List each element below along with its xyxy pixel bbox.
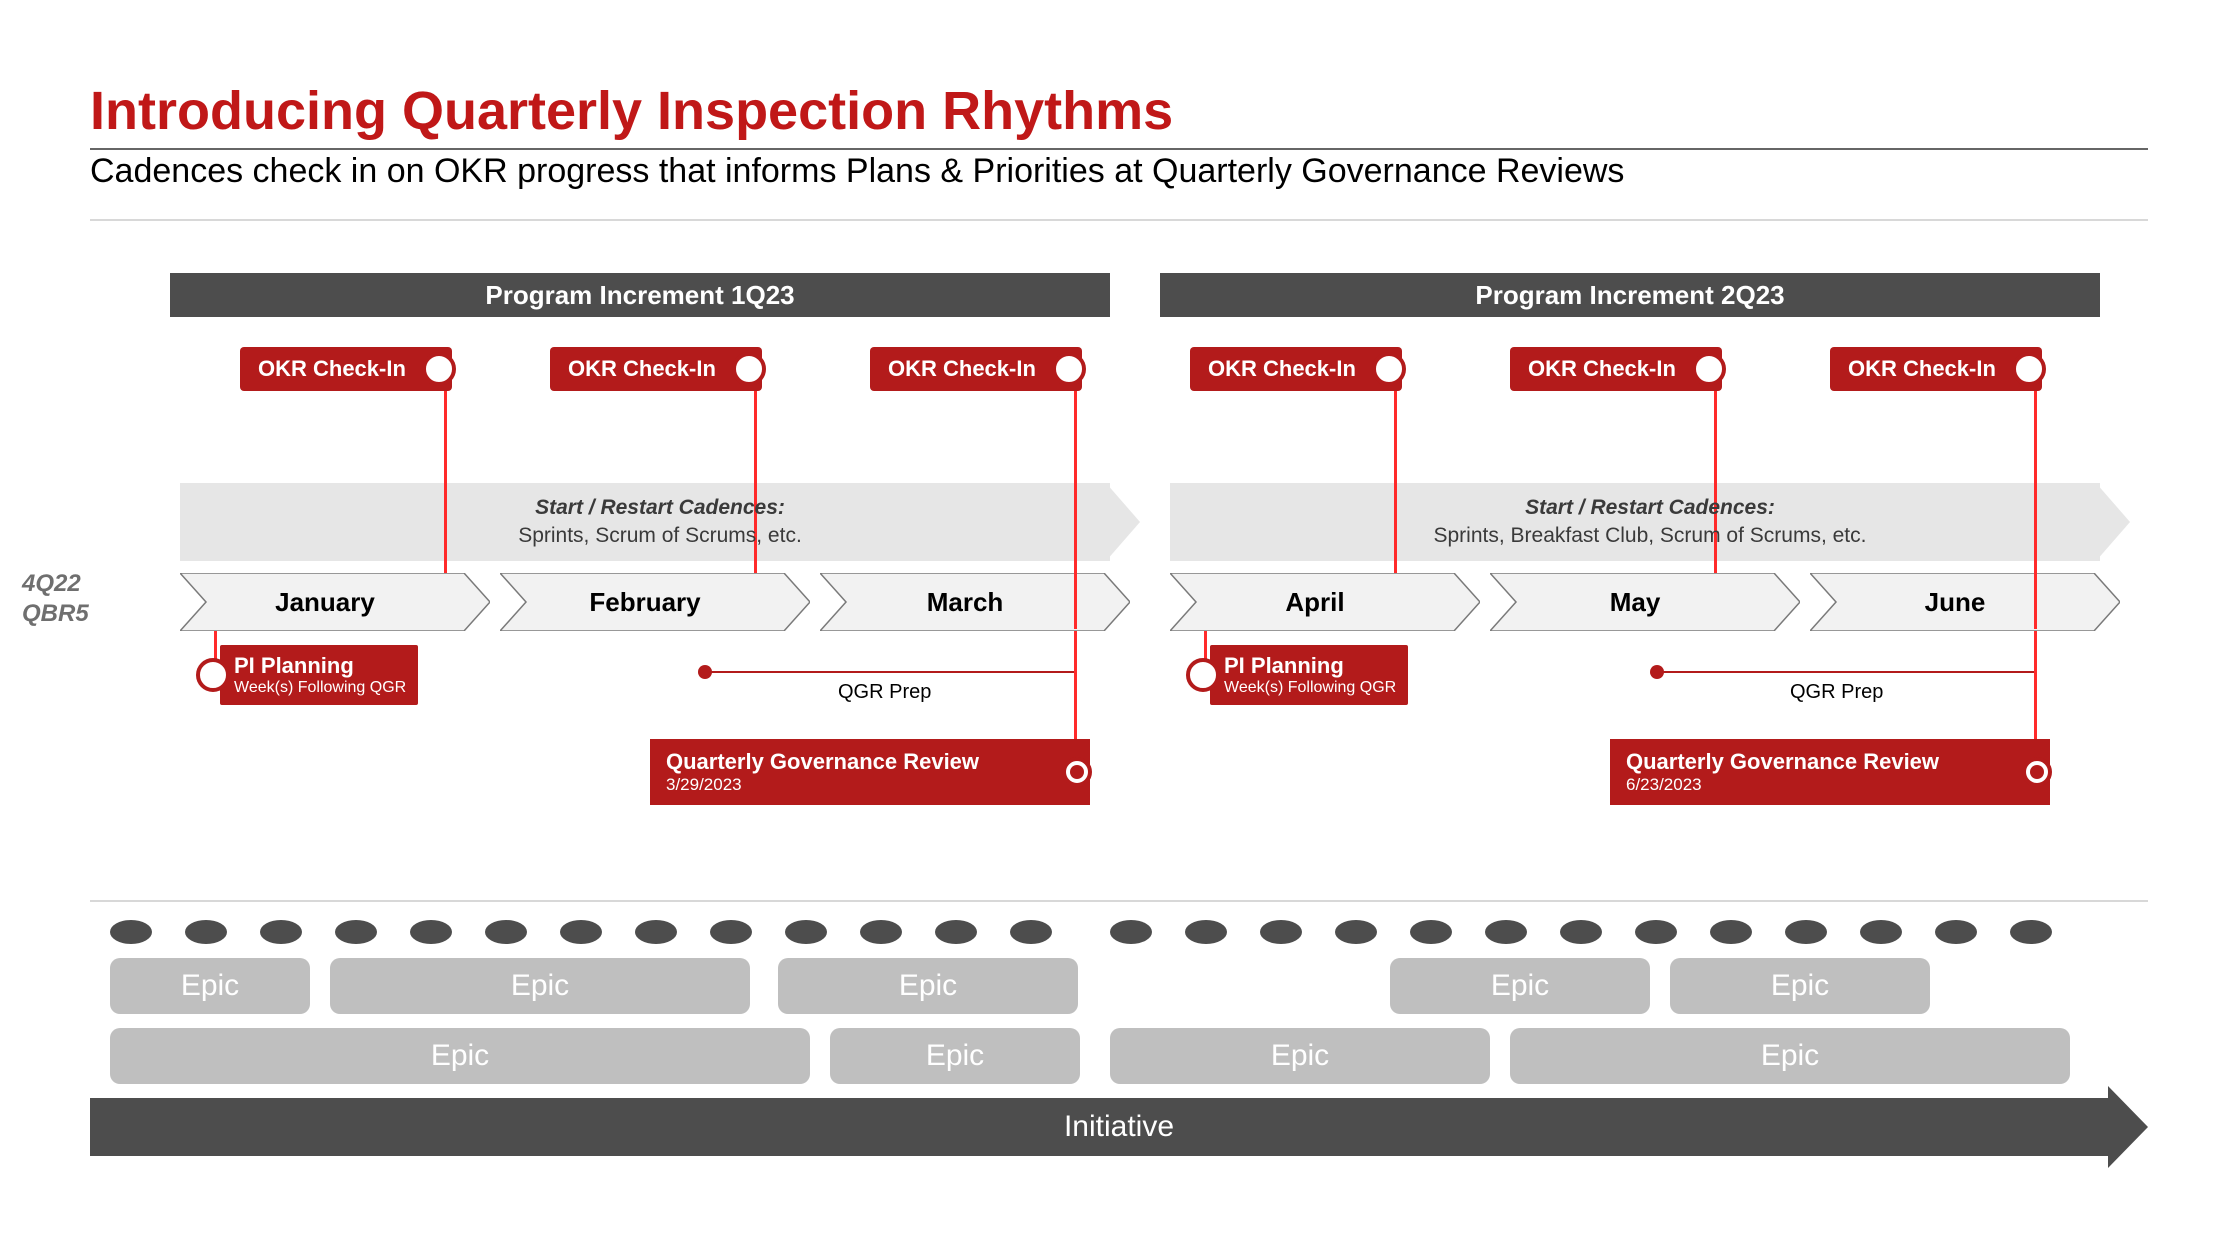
sprint-dot (2010, 920, 2052, 944)
epic-row-2: Epic Epic Epic Epic (90, 1028, 2148, 1090)
sprint-dot (110, 920, 152, 944)
sprint-dots-row (90, 920, 2148, 948)
okr-check-in-tag: OKR Check-In (1830, 347, 2042, 391)
sprint-dot (185, 920, 227, 944)
epic-block: Epic (330, 958, 750, 1014)
sprint-dot (1010, 920, 1052, 944)
sprint-dot (860, 920, 902, 944)
month-chevron: March (820, 573, 1130, 631)
okr-check-in-tag: OKR Check-In (1190, 347, 1402, 391)
qgr-prep-label: QGR Prep (838, 681, 931, 704)
sprint-dot (1335, 920, 1377, 944)
month-chevron: April (1170, 573, 1480, 631)
title-rule (90, 148, 2148, 150)
sprint-dot (935, 920, 977, 944)
okr-check-in-tag: OKR Check-In (870, 347, 1082, 391)
okr-connector (1394, 391, 1397, 573)
epic-block: Epic (778, 958, 1078, 1014)
okr-connector (444, 391, 447, 573)
month-chevron: February (500, 573, 810, 631)
sprint-dot (1935, 920, 1977, 944)
qgr-prep-line (1656, 671, 2036, 673)
sprint-dot (1560, 920, 1602, 944)
sprint-dot (335, 920, 377, 944)
qgr-prep-line (704, 671, 1076, 673)
month-chevron: June (1810, 573, 2120, 631)
prior-quarter-label: 4Q22 QBR5 (22, 569, 89, 629)
qgr-box: Quarterly Governance Review3/29/2023.qgr… (650, 739, 1090, 805)
prior-quarter-line1: 4Q22 (22, 569, 89, 599)
okr-check-in-tag: OKR Check-In (240, 347, 452, 391)
sprint-dot (1710, 920, 1752, 944)
pi-bar: Program Increment 2Q23 (1160, 273, 2100, 317)
sprint-dot (485, 920, 527, 944)
epic-block: Epic (1110, 1028, 1490, 1084)
cadence-arrow: Start / Restart Cadences:Sprints, Scrum … (180, 483, 1140, 561)
sprint-dot (1260, 920, 1302, 944)
sprint-dot (1410, 920, 1452, 944)
pi-planning-box: PI PlanningWeek(s) Following QGR (1210, 645, 1408, 705)
month-chevron: January (180, 573, 490, 631)
epic-row-1: Epic Epic Epic Epic Epic (90, 958, 2148, 1020)
qgr-box: Quarterly Governance Review6/23/2023.qgr… (1610, 739, 2050, 805)
qgr-prep-label: QGR Prep (1790, 681, 1883, 704)
page-subtitle: Cadences check in on OKR progress that i… (90, 152, 2148, 191)
sprint-dot (1785, 920, 1827, 944)
sprint-dot (410, 920, 452, 944)
cadence-arrow: Start / Restart Cadences:Sprints, Breakf… (1170, 483, 2130, 561)
epic-block: Epic (110, 1028, 810, 1084)
prior-quarter-line2: QBR5 (22, 599, 89, 629)
initiative-bar: Initiative (90, 1098, 2148, 1156)
sprint-dot (1635, 920, 1677, 944)
page-title: Introducing Quarterly Inspection Rhythms (90, 80, 2148, 142)
pi-planning-box: PI PlanningWeek(s) Following QGR (220, 645, 418, 705)
okr-check-in-tag: OKR Check-In (1510, 347, 1722, 391)
epic-block: Epic (1670, 958, 1930, 1014)
epic-block: Epic (1510, 1028, 2070, 1084)
sprint-dot (1110, 920, 1152, 944)
month-chevron: May (1490, 573, 1800, 631)
initiative-label: Initiative (1064, 1110, 1174, 1144)
pi-bar: Program Increment 1Q23 (170, 273, 1110, 317)
sprint-dot (635, 920, 677, 944)
okr-connector (1074, 391, 1077, 629)
subtitle-rule (90, 219, 2148, 221)
timeline-area: 4Q22 QBR5 Program Increment 1Q23Program … (90, 273, 2148, 893)
sprint-dot (710, 920, 752, 944)
epic-block: Epic (830, 1028, 1080, 1084)
sprint-dot (1185, 920, 1227, 944)
sprint-dot (1860, 920, 1902, 944)
sprint-dot (260, 920, 302, 944)
epic-block: Epic (1390, 958, 1650, 1014)
epics-area: Epic Epic Epic Epic Epic Epic Epic Epic Epic In… (90, 900, 2148, 1156)
okr-connector (2034, 391, 2037, 629)
epics-rule (90, 900, 2148, 902)
okr-check-in-tag: OKR Check-In (550, 347, 762, 391)
sprint-dot (785, 920, 827, 944)
sprint-dot (560, 920, 602, 944)
epic-block: Epic (110, 958, 310, 1014)
sprint-dot (1485, 920, 1527, 944)
